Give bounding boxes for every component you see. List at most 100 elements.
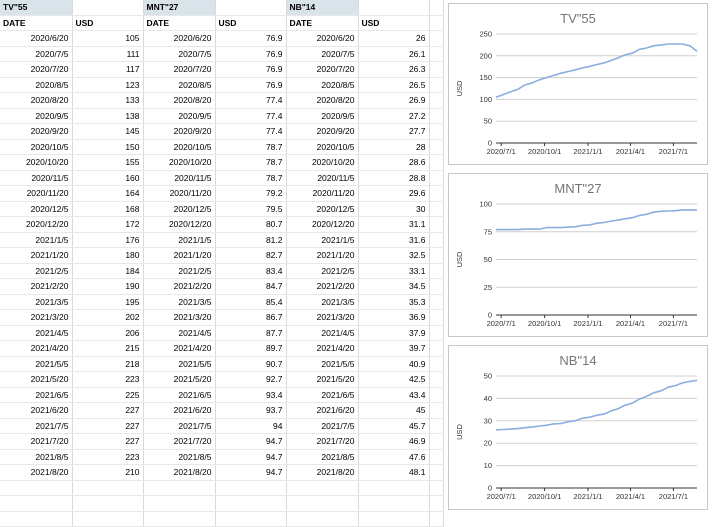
date-cell[interactable]: 2020/10/5: [143, 139, 216, 155]
usd-cell[interactable]: 123: [72, 77, 144, 93]
date-cell[interactable]: 2021/8/20: [143, 464, 216, 481]
usd-cell[interactable]: 160: [72, 170, 144, 186]
date-cell[interactable]: 2021/8/5: [143, 449, 216, 465]
date-cell[interactable]: 2021/4/5: [0, 325, 73, 341]
usd-cell[interactable]: 105: [72, 30, 144, 47]
usd-cell[interactable]: 111: [72, 46, 144, 62]
date-cell[interactable]: 2021/1/20: [286, 247, 359, 264]
empty-cell[interactable]: [429, 294, 444, 310]
usd-cell[interactable]: 223: [72, 371, 144, 388]
usd-cell[interactable]: 184: [72, 263, 144, 279]
empty-cell[interactable]: [358, 495, 430, 512]
empty-cell[interactable]: [429, 61, 444, 78]
usd-cell[interactable]: 26: [358, 30, 430, 47]
date-cell[interactable]: 2021/3/20: [0, 309, 73, 326]
date-cell[interactable]: 2020/9/20: [286, 123, 359, 140]
usd-cell[interactable]: 206: [72, 325, 144, 341]
date-cell[interactable]: 2021/4/20: [143, 340, 216, 357]
date-cell[interactable]: 2021/7/20: [286, 433, 359, 450]
usd-cell[interactable]: 29.6: [358, 185, 430, 202]
date-cell[interactable]: 2021/4/5: [286, 325, 359, 341]
group-title[interactable]: TV"55: [0, 0, 73, 16]
usd-cell[interactable]: 39.7: [358, 340, 430, 357]
group-title[interactable]: NB"14: [286, 0, 359, 16]
date-cell[interactable]: 2021/5/5: [143, 356, 216, 372]
usd-cell[interactable]: 26.1: [358, 46, 430, 62]
date-cell[interactable]: 2021/6/5: [286, 387, 359, 403]
usd-cell[interactable]: 37.9: [358, 325, 430, 341]
usd-cell[interactable]: 45.7: [358, 418, 430, 434]
usd-cell[interactable]: 46.9: [358, 433, 430, 450]
usd-cell[interactable]: 33.1: [358, 263, 430, 279]
empty-cell[interactable]: [429, 356, 444, 372]
empty-cell[interactable]: [429, 30, 444, 47]
empty-cell[interactable]: [215, 511, 287, 527]
date-cell[interactable]: 2021/8/5: [0, 449, 73, 465]
usd-cell[interactable]: 93.4: [215, 387, 287, 403]
empty-cell[interactable]: [0, 480, 73, 496]
date-cell[interactable]: 2020/7/5: [0, 46, 73, 62]
empty-cell[interactable]: [429, 0, 444, 16]
date-cell[interactable]: 2020/8/5: [0, 77, 73, 93]
usd-cell[interactable]: 28.6: [358, 154, 430, 171]
line-chart-svg[interactable]: TV"55 USD 0 50 100 150 200 250 2020/7/1 2020/10/1…: [449, 4, 707, 164]
date-cell[interactable]: 2020/12/5: [0, 201, 73, 217]
date-cell[interactable]: 2020/10/5: [286, 139, 359, 155]
line-chart-svg[interactable]: MNT"27 USD 0 25 50 75 100 2020/7/1 2020/10/1 2021…: [449, 174, 707, 336]
usd-cell[interactable]: 35.3: [358, 294, 430, 310]
date-cell[interactable]: 2021/6/20: [286, 402, 359, 419]
empty-cell[interactable]: [0, 495, 73, 512]
usd-cell[interactable]: 94: [215, 418, 287, 434]
empty-cell[interactable]: [429, 449, 444, 465]
empty-cell[interactable]: [286, 480, 359, 496]
usd-cell[interactable]: 76.9: [215, 61, 287, 78]
date-cell[interactable]: 2021/3/5: [143, 294, 216, 310]
empty-cell[interactable]: [72, 0, 144, 16]
usd-cell[interactable]: 31.1: [358, 216, 430, 233]
empty-cell[interactable]: [429, 340, 444, 357]
usd-cell[interactable]: 83.4: [215, 263, 287, 279]
date-cell[interactable]: 2020/9/5: [143, 108, 216, 124]
usd-cell[interactable]: 36.9: [358, 309, 430, 326]
usd-cell[interactable]: 79.2: [215, 185, 287, 202]
empty-cell[interactable]: [429, 185, 444, 202]
date-cell[interactable]: 2021/4/5: [143, 325, 216, 341]
date-cell[interactable]: 2021/1/5: [286, 232, 359, 248]
empty-cell[interactable]: [358, 0, 430, 16]
usd-cell[interactable]: 218: [72, 356, 144, 372]
empty-cell[interactable]: [72, 480, 144, 496]
date-cell[interactable]: 2020/11/20: [286, 185, 359, 202]
usd-cell[interactable]: 138: [72, 108, 144, 124]
usd-cell[interactable]: 42.5: [358, 371, 430, 388]
date-cell[interactable]: 2021/1/20: [0, 247, 73, 264]
usd-cell[interactable]: 26.9: [358, 92, 430, 109]
usd-cell[interactable]: 77.4: [215, 123, 287, 140]
date-cell[interactable]: 2020/8/20: [286, 92, 359, 109]
usd-cell[interactable]: 34.5: [358, 278, 430, 295]
usd-cell[interactable]: 79.5: [215, 201, 287, 217]
empty-cell[interactable]: [429, 201, 444, 217]
date-cell[interactable]: 2020/10/20: [286, 154, 359, 171]
date-cell[interactable]: 2020/11/20: [143, 185, 216, 202]
date-cell[interactable]: 2021/1/5: [143, 232, 216, 248]
usd-cell[interactable]: 32.5: [358, 247, 430, 264]
date-cell[interactable]: 2020/12/20: [143, 216, 216, 233]
empty-cell[interactable]: [215, 480, 287, 496]
usd-cell[interactable]: 82.7: [215, 247, 287, 264]
date-cell[interactable]: 2021/2/5: [0, 263, 73, 279]
empty-cell[interactable]: [143, 511, 216, 527]
usd-cell[interactable]: 117: [72, 61, 144, 78]
date-cell[interactable]: 2021/4/20: [0, 340, 73, 357]
date-cell[interactable]: 2020/7/5: [143, 46, 216, 62]
usd-cell[interactable]: 40.9: [358, 356, 430, 372]
date-cell[interactable]: 2021/6/20: [143, 402, 216, 419]
date-cell[interactable]: 2020/11/5: [0, 170, 73, 186]
empty-cell[interactable]: [143, 495, 216, 512]
date-cell[interactable]: 2021/2/20: [0, 278, 73, 295]
empty-cell[interactable]: [215, 0, 287, 16]
date-cell[interactable]: 2020/9/20: [0, 123, 73, 140]
usd-cell[interactable]: 195: [72, 294, 144, 310]
date-cell[interactable]: 2020/8/5: [286, 77, 359, 93]
date-cell[interactable]: 2021/7/20: [0, 433, 73, 450]
usd-cell[interactable]: 227: [72, 402, 144, 419]
